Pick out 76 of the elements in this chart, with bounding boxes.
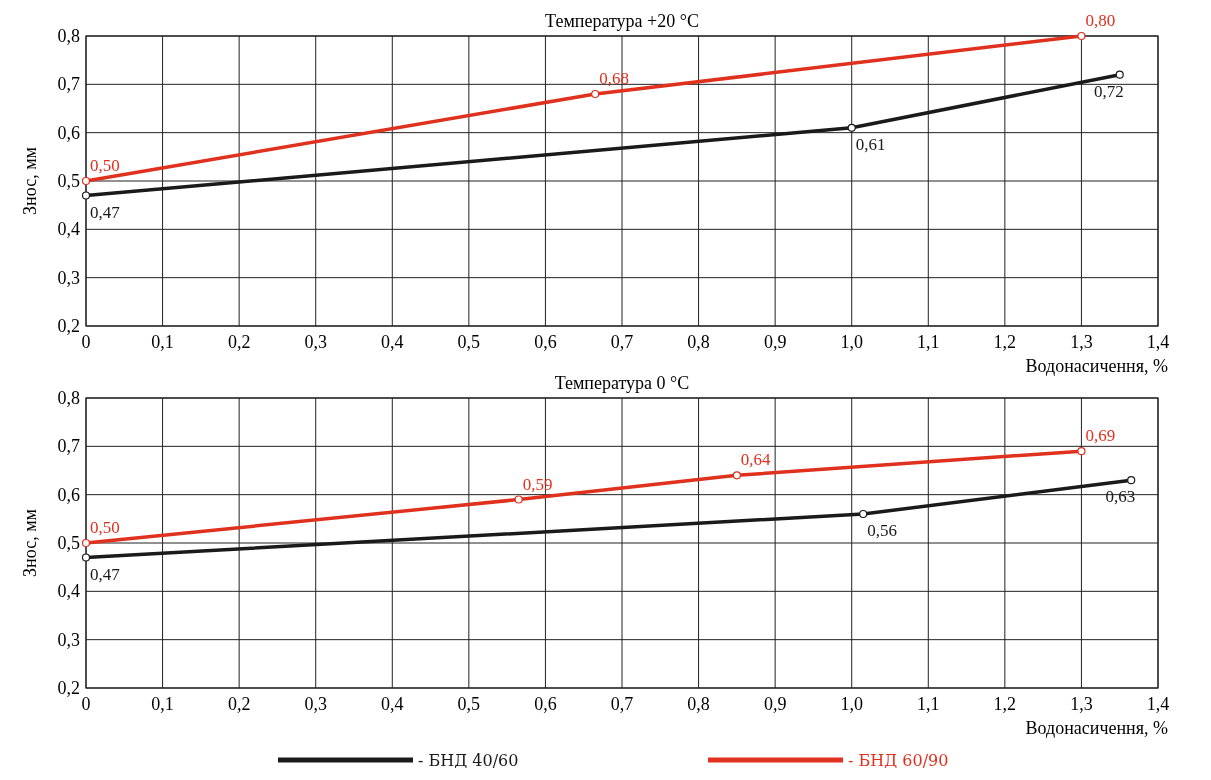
x-tick-label: 0,4 xyxy=(381,332,404,352)
data-label: 0,68 xyxy=(599,69,629,88)
y-tick-label: 0,7 xyxy=(57,436,80,457)
x-tick-label: 1,3 xyxy=(1070,332,1093,352)
text: - БНД 40/60 xyxy=(418,751,519,770)
y-tick-label: 0,6 xyxy=(57,122,80,143)
x-tick-label: 0,4 xyxy=(381,694,404,714)
y-tick-label: 0,2 xyxy=(57,316,80,336)
x-tick-label: 1,1 xyxy=(917,694,940,714)
point xyxy=(514,495,523,504)
point xyxy=(81,538,91,548)
y-tick-label: 0,8 xyxy=(57,388,80,408)
y-tick-label: 0,3 xyxy=(57,267,80,288)
point xyxy=(1077,31,1086,41)
x-tick-label: 0,9 xyxy=(763,694,787,714)
data-label: 0,47 xyxy=(90,202,121,222)
y-tick-label: 0,5 xyxy=(57,533,80,553)
y-tick-label: 0,6 xyxy=(57,484,80,505)
y-axis-title: Знос, мм xyxy=(20,509,40,577)
x-tick-label: 0 xyxy=(81,694,91,714)
data-label: 0,72 xyxy=(1093,81,1124,101)
y-tick-label: 0,4 xyxy=(57,219,80,240)
x-tick-label: 0,1 xyxy=(151,332,174,352)
x-tick-label: 0,7 xyxy=(610,694,634,714)
y-tick-label: 0,4 xyxy=(57,581,80,602)
data-label: 0,64 xyxy=(740,450,772,470)
text: - БНД 60/90 xyxy=(848,751,949,770)
x-tick-label: 1,1 xyxy=(917,332,940,352)
data-label: 0,80 xyxy=(1085,11,1116,30)
x-tick-label: 0,6 xyxy=(534,694,557,714)
x-tick-label: 0,2 xyxy=(227,694,251,714)
point xyxy=(81,553,91,562)
x-tick-label: 0,5 xyxy=(457,694,481,714)
data-label: 0,50 xyxy=(90,518,120,537)
x-tick-label: 0,1 xyxy=(151,694,174,714)
point xyxy=(859,509,868,519)
chart-title: Температура +20 °C xyxy=(545,11,699,31)
point xyxy=(81,191,91,200)
data-label: 0,69 xyxy=(1085,426,1116,446)
y-tick-label: 0,5 xyxy=(57,171,80,191)
x-tick-label: 0,8 xyxy=(687,694,710,714)
data-label: 0,56 xyxy=(867,521,897,540)
x-tick-label: 1,4 xyxy=(1146,332,1170,352)
x-tick-label: 0,3 xyxy=(304,332,327,352)
x-tick-label: 1,2 xyxy=(993,694,1017,714)
x-tick-label: 1,4 xyxy=(1146,694,1170,714)
x-axis-title: Водонасичення, % xyxy=(1025,356,1168,376)
point xyxy=(1115,70,1124,79)
point xyxy=(732,471,741,480)
y-tick-label: 0,2 xyxy=(57,678,80,698)
x-tick-label: 0,9 xyxy=(763,332,787,352)
x-tick-label: 0 xyxy=(81,332,91,352)
point xyxy=(847,123,856,132)
y-axis-title: Знос, мм xyxy=(20,147,40,215)
y-tick-label: 0,7 xyxy=(57,74,80,95)
point xyxy=(591,89,600,99)
x-axis-title: Водонасичення, % xyxy=(1025,718,1168,738)
x-tick-label: 0,6 xyxy=(534,332,557,352)
data-label: 0,47 xyxy=(90,564,121,584)
y-tick-label: 0,8 xyxy=(57,26,80,46)
chart-title: Температура 0 °C xyxy=(554,373,690,393)
x-tick-label: 1,0 xyxy=(840,332,863,352)
x-tick-label: 1,3 xyxy=(1070,694,1093,714)
x-tick-label: 0,5 xyxy=(457,332,481,352)
x-tick-label: 0,8 xyxy=(687,332,710,352)
data-label: 0,50 xyxy=(90,156,120,175)
x-tick-label: 1,0 xyxy=(840,694,863,714)
y-tick-label: 0,3 xyxy=(57,629,80,650)
x-tick-label: 0,7 xyxy=(610,332,634,352)
x-tick-label: 1,2 xyxy=(993,332,1017,352)
point xyxy=(81,176,91,186)
x-tick-label: 0,2 xyxy=(227,332,251,352)
data-label: 0,61 xyxy=(855,134,886,154)
x-tick-label: 0,3 xyxy=(304,694,327,714)
point xyxy=(1127,476,1136,485)
point xyxy=(1077,447,1086,456)
